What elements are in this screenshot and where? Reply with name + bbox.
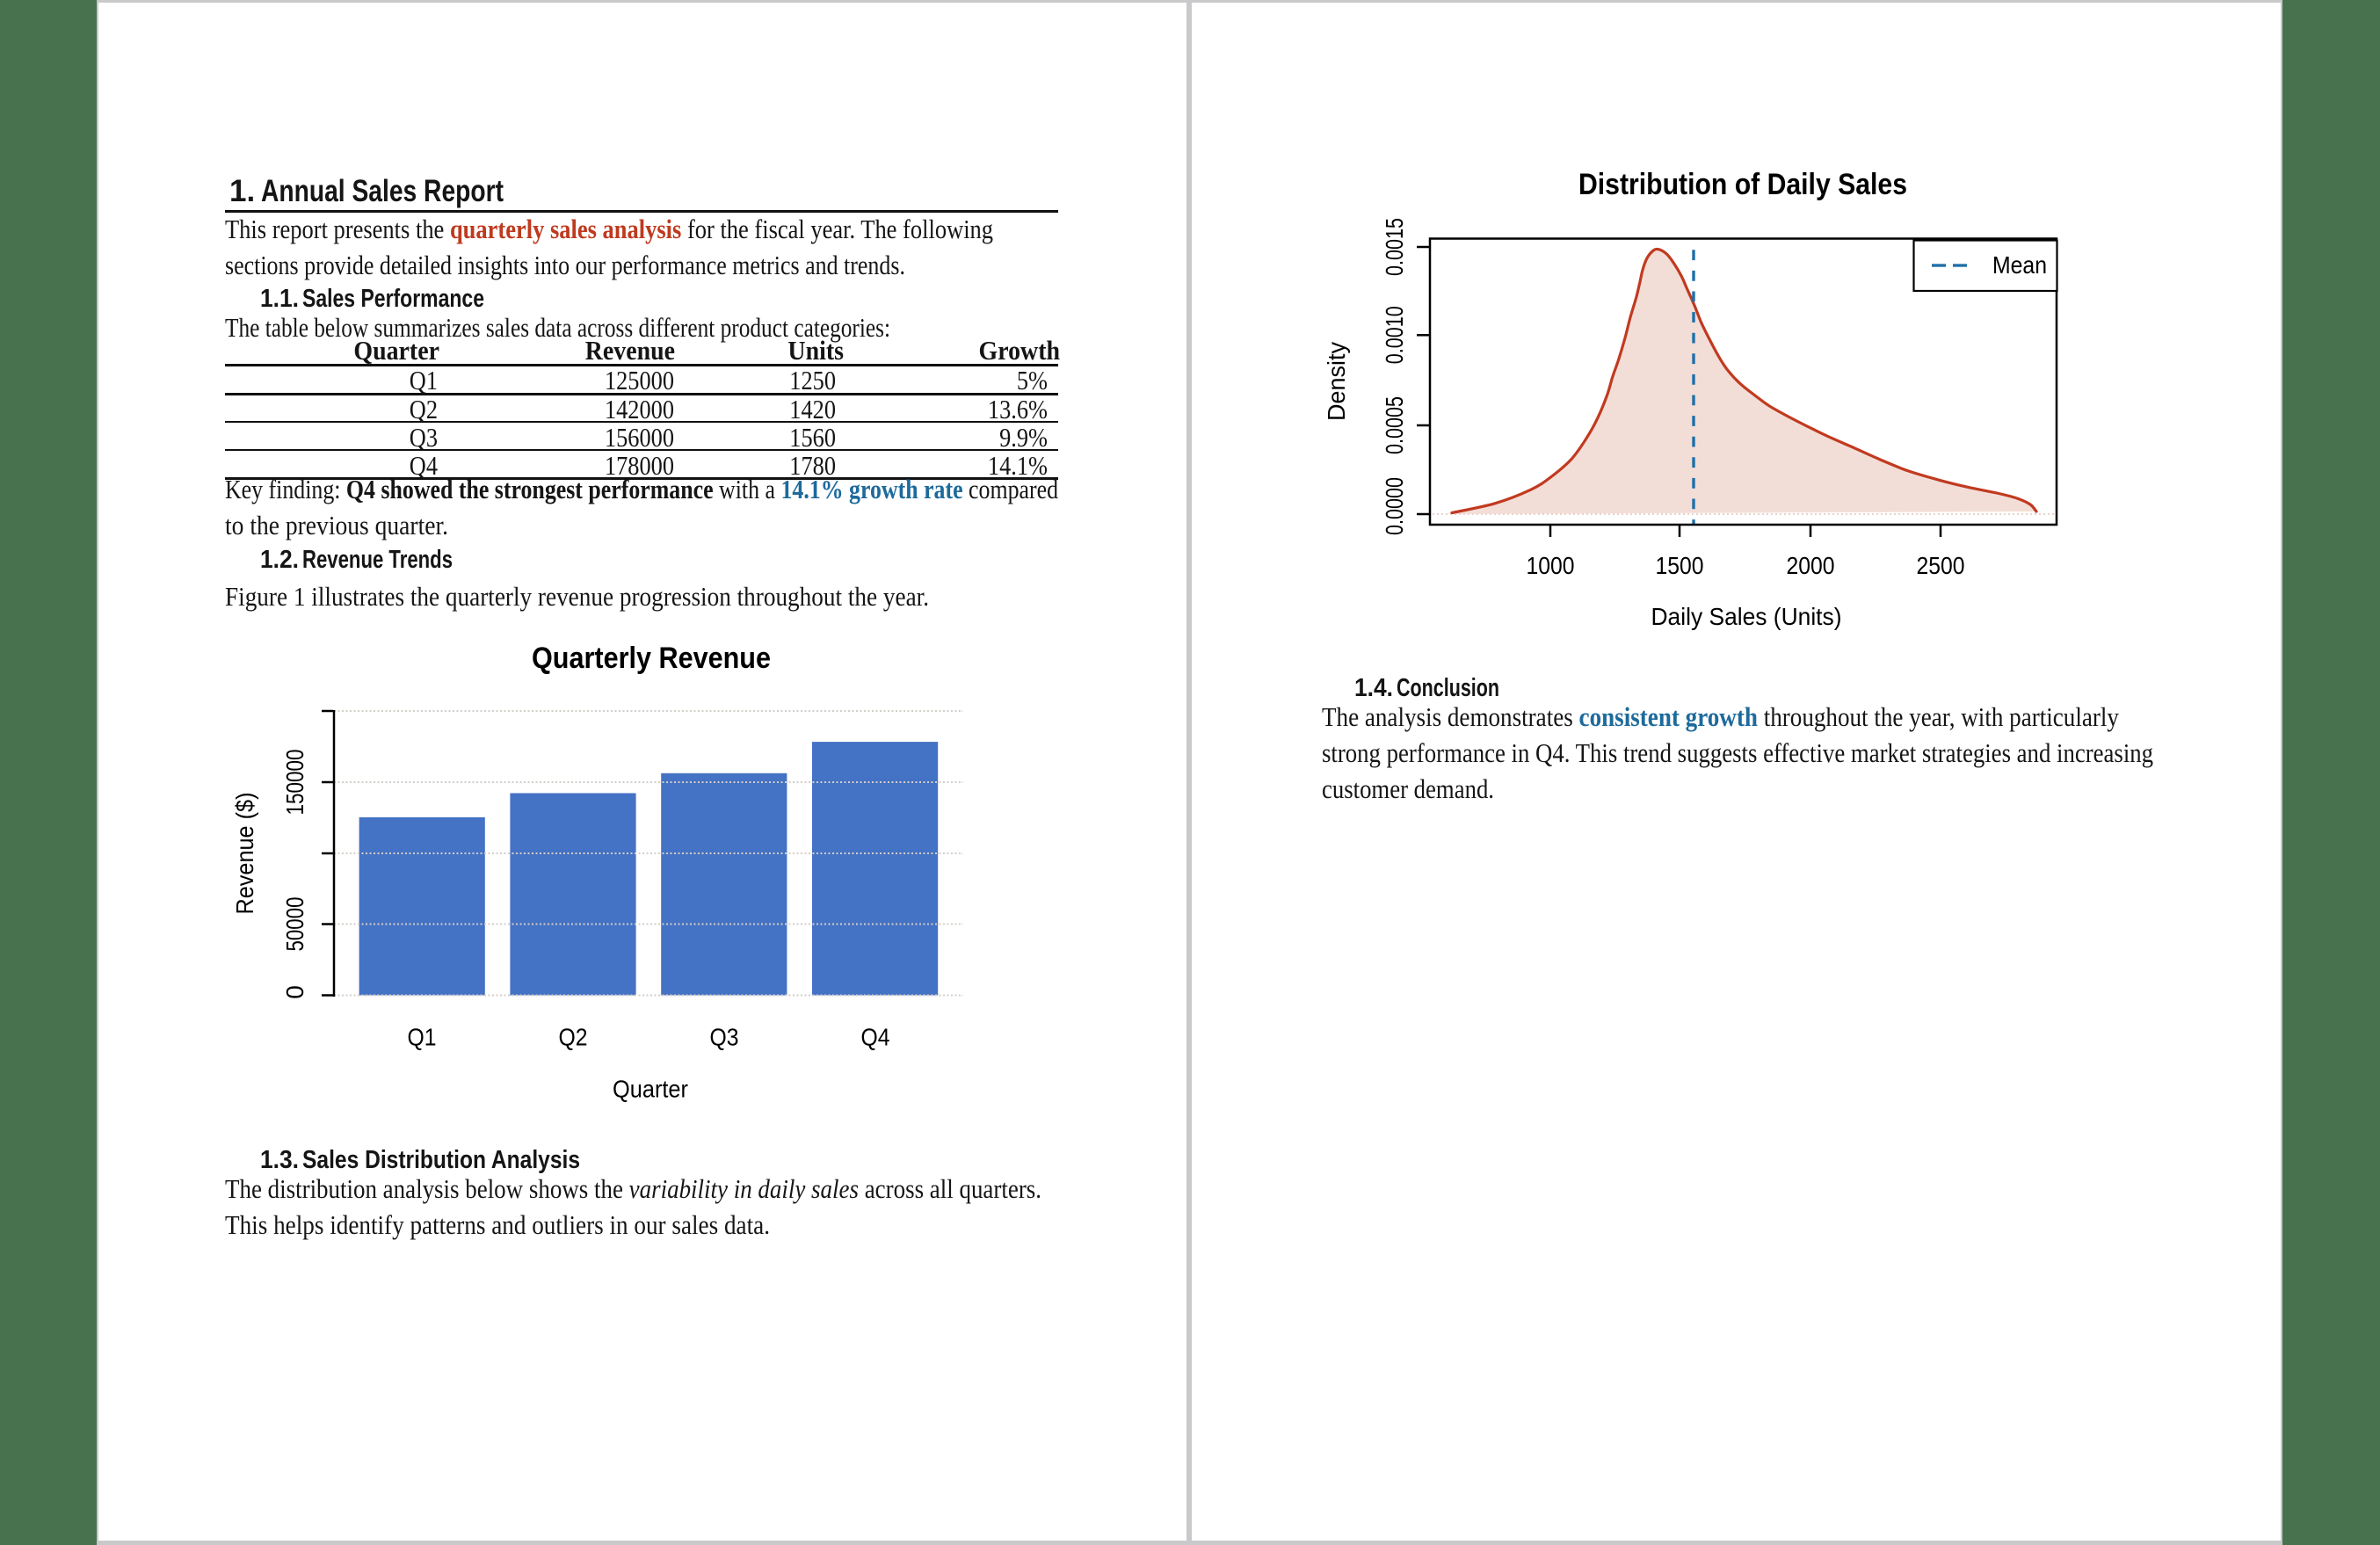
svg-text:Quarter: Quarter [613,1076,688,1103]
svg-text:Q2: Q2 [559,1024,588,1051]
svg-text:0: 0 [281,985,308,999]
svg-text:Revenue ($): Revenue ($) [231,793,258,915]
svg-text:Quarterly Revenue: Quarterly Revenue [532,642,771,675]
svg-text:Q4: Q4 [861,1024,890,1051]
svg-text:0.0015: 0.0015 [1381,218,1408,276]
svg-text:2500: 2500 [1917,552,1965,579]
svg-text:150000: 150000 [281,750,308,816]
svg-text:Daily Sales (Units): Daily Sales (Units) [1651,603,1842,630]
svg-text:Q1: Q1 [408,1024,437,1051]
svg-text:1000: 1000 [1527,552,1575,579]
svg-text:2000: 2000 [1787,552,1835,579]
svg-text:Q3: Q3 [710,1024,739,1051]
svg-text:Distribution of Daily Sales: Distribution of Daily Sales [1578,168,1907,201]
svg-text:Mean: Mean [1992,251,2047,279]
svg-text:50000: 50000 [281,897,308,952]
svg-text:Density: Density [1323,342,1350,421]
svg-text:0.0000: 0.0000 [1381,477,1408,535]
svg-text:1500: 1500 [1656,552,1704,579]
svg-text:0.0010: 0.0010 [1381,306,1408,364]
svg-text:0.0005: 0.0005 [1381,396,1408,454]
